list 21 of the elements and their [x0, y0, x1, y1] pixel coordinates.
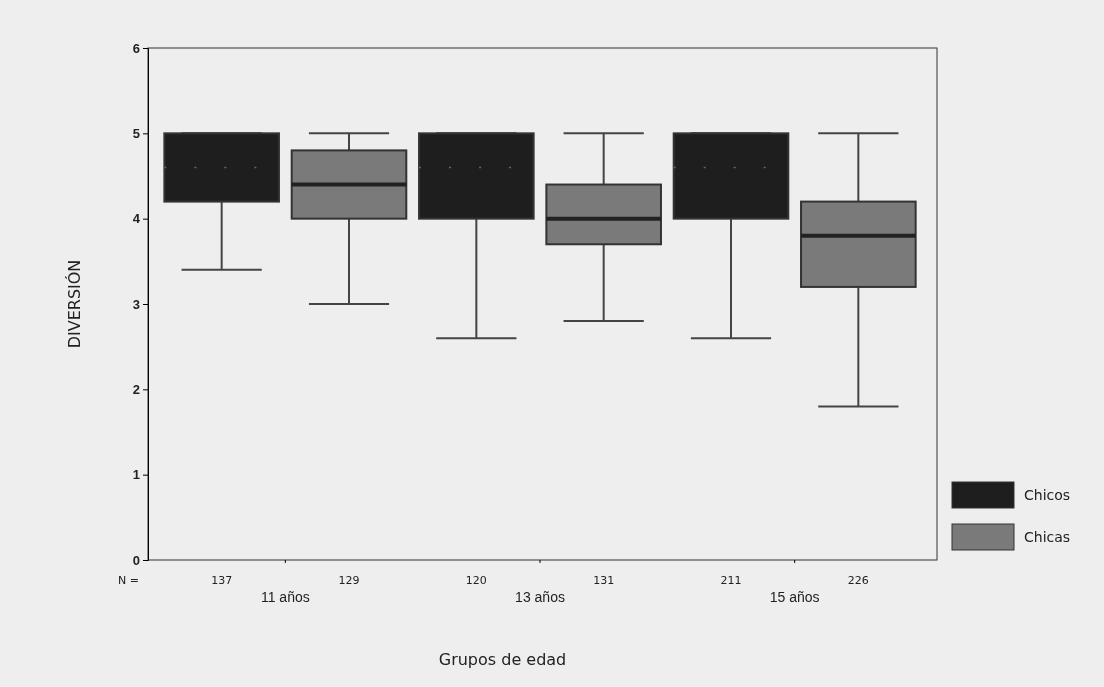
- x-tick-label: 13 años: [515, 589, 565, 606]
- x-tick-label: 15 años: [769, 589, 820, 606]
- text: 137: [211, 574, 233, 587]
- legend-label: Chicos: [1024, 487, 1071, 503]
- x-axis-title: Grupos de edad: [438, 650, 567, 669]
- y-tick-label: 3: [132, 296, 140, 312]
- y-tick-label: 5: [132, 125, 140, 141]
- text: 129: [338, 574, 360, 587]
- text: 211: [720, 574, 742, 587]
- text: N =: [118, 574, 139, 587]
- text: 226: [847, 574, 869, 587]
- y-tick-label: 0: [132, 552, 140, 568]
- legend-label: Chicas: [1024, 529, 1071, 545]
- y-axis-title: DIVERSIÓN: [65, 259, 84, 349]
- y-tick-label: 1: [132, 467, 140, 483]
- y-tick-label: 6: [132, 40, 140, 56]
- text: 120: [465, 574, 487, 587]
- text: 131: [593, 574, 615, 587]
- x-tick-label: 11 años: [260, 589, 310, 606]
- y-tick-label: 4: [132, 211, 141, 227]
- y-tick-label: 2: [132, 381, 140, 397]
